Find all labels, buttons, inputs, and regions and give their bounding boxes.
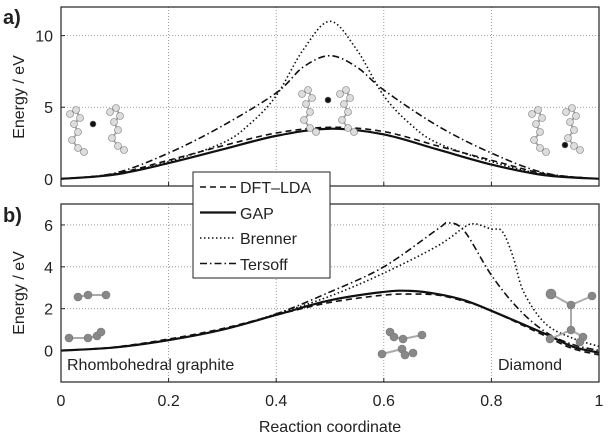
annotation-graphite: Rhombohedral graphite bbox=[67, 357, 234, 374]
x-axis-label: Reaction coordinate bbox=[259, 419, 401, 436]
x-tick-label: 0 bbox=[57, 393, 66, 410]
legend-label-gap: GAP bbox=[240, 206, 274, 223]
panel-b: 0 0.2 0.4 0.6 0.8 1 0 2 4 6 bbox=[44, 203, 604, 410]
molecule-structure-image bbox=[561, 141, 569, 149]
panel-label-a: a) bbox=[3, 7, 21, 29]
panel-a: 0 5 10 bbox=[35, 6, 600, 189]
molecule-structure-image bbox=[324, 96, 332, 104]
series-line-tersoff bbox=[60, 221, 600, 352]
molecule-insets bbox=[64, 86, 597, 360]
molecule-structure-image bbox=[336, 86, 358, 136]
molecule-structure-image bbox=[528, 106, 550, 156]
y-tick-label: 6 bbox=[44, 218, 53, 235]
x-tick-label: 0.4 bbox=[265, 393, 287, 410]
series-line-tersoff bbox=[60, 54, 600, 180]
y-tick-label: 10 bbox=[35, 29, 53, 46]
molecule-structure-image bbox=[377, 344, 418, 360]
legend-label-tersoff: Tersoff bbox=[240, 257, 288, 274]
x-tick-label: 0.6 bbox=[373, 393, 395, 410]
legend: DFT–LDA GAP Brenner Tersoff bbox=[192, 171, 331, 279]
molecule-structure-image bbox=[66, 106, 88, 156]
molecule-structure-image bbox=[545, 288, 597, 347]
y-tick-label: 4 bbox=[44, 260, 53, 277]
annotation-diamond: Diamond bbox=[498, 357, 562, 374]
legend-label-dft: DFT–LDA bbox=[240, 180, 311, 197]
molecule-structure-image bbox=[73, 290, 111, 302]
molecule-structure-image bbox=[562, 104, 584, 154]
legend-label-brenner: Brenner bbox=[240, 231, 298, 248]
y-axis-label-b: Energy / eV bbox=[11, 251, 28, 335]
y-tick-label: 2 bbox=[44, 302, 53, 319]
y-axis-label-a: Energy / eV bbox=[11, 55, 28, 139]
legend-box bbox=[192, 171, 331, 279]
x-tick-label: 0.8 bbox=[480, 393, 502, 410]
molecule-structure-image bbox=[385, 327, 427, 344]
y-tick-label: 0 bbox=[44, 344, 53, 361]
molecule-structure-image bbox=[89, 120, 97, 128]
x-tick-label: 0.2 bbox=[157, 393, 179, 410]
x-tick-label: 1 bbox=[595, 393, 604, 410]
y-tick-label: 0 bbox=[44, 172, 53, 189]
panel-label-b: b) bbox=[3, 205, 22, 227]
series-line-dftlda bbox=[60, 126, 600, 180]
molecule-structure-image bbox=[64, 327, 106, 343]
y-tick-label: 5 bbox=[44, 100, 53, 117]
molecule-structure-image bbox=[298, 86, 320, 136]
molecule-structure-image bbox=[106, 104, 128, 154]
series-line-brenner bbox=[60, 20, 600, 180]
plot-area bbox=[61, 7, 599, 186]
